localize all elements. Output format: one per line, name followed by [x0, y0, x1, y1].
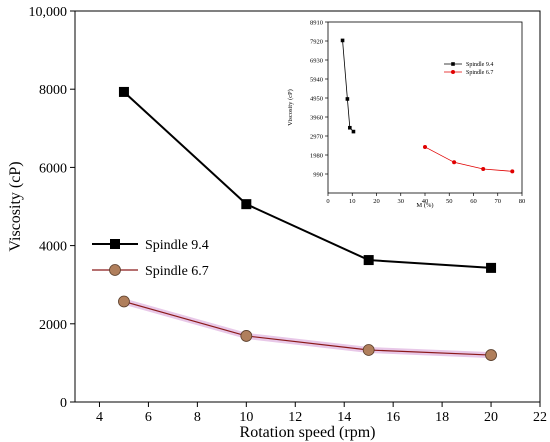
- inset-x-tick-label: 60: [470, 198, 477, 205]
- inset-x-tick-label: 20: [373, 198, 380, 205]
- inset-y-tick-label: 990: [313, 172, 323, 179]
- y-tick-label: 10,000: [29, 5, 68, 20]
- inset-y-tick-label: 4950: [310, 96, 323, 103]
- y-tick-label: 6000: [39, 161, 67, 176]
- x-tick-label: 22: [533, 410, 547, 425]
- inset-x-tick-label: 40: [422, 198, 429, 205]
- y-tick-label: 0: [60, 396, 67, 411]
- y-tick-label: 2000: [39, 318, 67, 333]
- inset-y-tick-label: 6930: [310, 58, 323, 65]
- inset-x-tick-label: 10: [349, 198, 356, 205]
- data-point-square: [486, 262, 497, 273]
- data-point-square: [241, 199, 252, 210]
- inset-y-tick-label: 5940: [310, 77, 323, 84]
- inset-series-line: [342, 40, 354, 132]
- x-tick-label: 16: [386, 410, 400, 425]
- inset-x-axis-title: M (%): [416, 202, 433, 209]
- series-line: [123, 91, 492, 269]
- data-point-square: [118, 86, 129, 97]
- inset-data-point-square: [345, 97, 350, 101]
- inset-y-tick-label: 8910: [310, 20, 323, 27]
- inset-data-point-square: [348, 125, 352, 130]
- inset-y-tick-label: 7920: [310, 39, 323, 46]
- data-point-circle: [118, 295, 130, 308]
- series-line: [123, 300, 492, 356]
- inset-legend-label: Spindle 6.7: [466, 70, 493, 76]
- x-tick-label: 14: [337, 410, 351, 425]
- inset-x-tick-label: 30: [398, 198, 405, 205]
- legend-marker-circle: [109, 264, 121, 276]
- main-plot-frame: [74, 10, 541, 403]
- x-tick-label: 4: [96, 410, 103, 425]
- inset-y-tick-label: 2970: [310, 134, 323, 141]
- legend-label: Spindle 6.7: [145, 264, 209, 279]
- inset-x-tick-label: 70: [495, 198, 502, 205]
- inset-data-point-square: [340, 38, 345, 43]
- inset-y-tick-label: 3960: [310, 115, 323, 122]
- inset-y-axis-title: Viscosity (cP): [287, 89, 294, 126]
- inset-background: [282, 17, 532, 217]
- series-halo: [120, 298, 495, 359]
- inset-data-point-circle: [423, 144, 427, 149]
- inset-x-tick-label: 80: [519, 198, 526, 205]
- data-point-square: [363, 255, 374, 266]
- x-tick-label: 12: [288, 410, 302, 425]
- x-tick-label: 8: [194, 410, 201, 425]
- data-point-circle: [485, 349, 497, 361]
- legend-marker-square: [110, 239, 120, 249]
- inset-legend-marker-circle: [451, 70, 455, 74]
- inset-series-line: [424, 146, 513, 172]
- x-tick-label: 20: [484, 410, 498, 425]
- legend-label: Spindle 9.4: [145, 238, 209, 253]
- data-point-circle: [362, 344, 375, 356]
- inset-data-point-square: [351, 129, 356, 134]
- inset-data-point-circle: [452, 160, 457, 165]
- inset-x-tick-label: 50: [446, 198, 453, 205]
- inset-y-tick-label: 1980: [310, 153, 323, 160]
- y-axis-title: Viscosity (cP): [7, 161, 24, 251]
- data-point-circle: [240, 330, 253, 342]
- inset-legend-marker-square: [451, 62, 455, 66]
- y-tick-label: 8000: [39, 83, 67, 98]
- x-tick-label: 18: [435, 410, 449, 425]
- x-tick-label: 6: [145, 410, 152, 425]
- inset-data-point-circle: [510, 169, 515, 174]
- x-axis-title: Rotation speed (rpm): [240, 424, 376, 441]
- y-tick-label: 4000: [39, 240, 67, 255]
- inset-data-point-circle: [481, 167, 486, 172]
- inset-legend-label: Spindle 9.4: [466, 62, 493, 68]
- x-tick-label: 10: [239, 410, 253, 425]
- inset-x-tick-label: 0: [326, 198, 329, 205]
